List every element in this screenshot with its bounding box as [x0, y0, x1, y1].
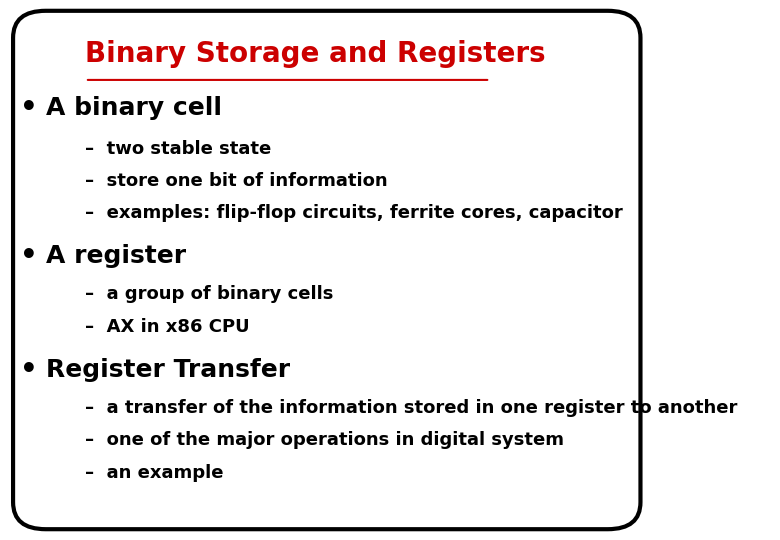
Text: –  a transfer of the information stored in one register to another: – a transfer of the information stored i…: [85, 399, 737, 417]
Text: –  two stable state: – two stable state: [85, 139, 271, 158]
Text: A binary cell: A binary cell: [46, 96, 222, 120]
Text: Binary Storage and Registers: Binary Storage and Registers: [85, 40, 545, 68]
FancyBboxPatch shape: [13, 11, 640, 529]
Text: •: •: [20, 356, 37, 384]
Text: –  AX in x86 CPU: – AX in x86 CPU: [85, 318, 250, 336]
Text: Register Transfer: Register Transfer: [46, 358, 290, 382]
Text: •: •: [20, 242, 37, 271]
Text: A register: A register: [46, 245, 186, 268]
Text: –  a group of binary cells: – a group of binary cells: [85, 285, 333, 303]
Text: •: •: [20, 94, 37, 122]
Text: –  an example: – an example: [85, 463, 223, 482]
Text: –  one of the major operations in digital system: – one of the major operations in digital…: [85, 431, 564, 449]
Text: –  examples: flip-flop circuits, ferrite cores, capacitor: – examples: flip-flop circuits, ferrite …: [85, 204, 622, 222]
Text: –  store one bit of information: – store one bit of information: [85, 172, 388, 190]
